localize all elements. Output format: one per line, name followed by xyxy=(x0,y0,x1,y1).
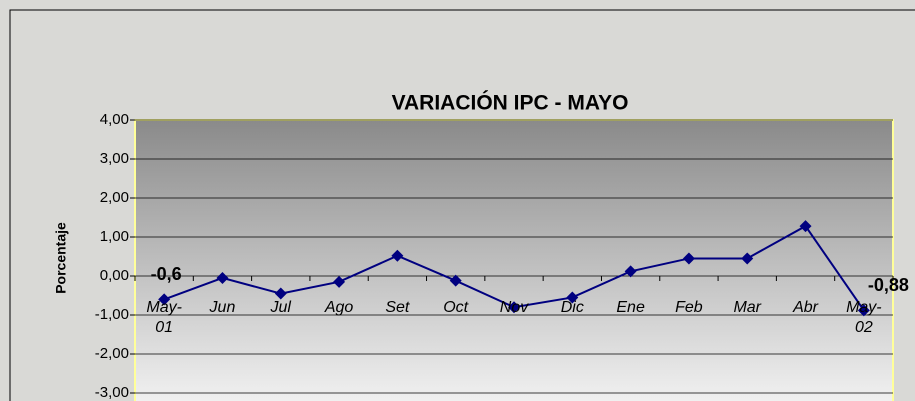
x-tick-label: Dic xyxy=(560,299,584,316)
chart-frame xyxy=(9,9,915,401)
x-tick-label: May- 01 xyxy=(146,299,182,336)
x-tick-label: Nov xyxy=(499,299,529,316)
x-tick-label: Mar xyxy=(733,299,761,316)
x-tick-label: Ago xyxy=(324,299,354,316)
data-point xyxy=(333,275,346,288)
y-tick-label: 0,00 xyxy=(100,267,129,284)
data-point xyxy=(391,249,404,262)
x-tick-label: Ene xyxy=(616,299,645,316)
x-tick-label: Abr xyxy=(793,299,818,316)
x-tick-label: Feb xyxy=(675,299,703,316)
x-tick-label: Jul xyxy=(270,299,291,316)
y-axis-label: Porcentaje xyxy=(53,222,69,294)
data-label: -0,88 xyxy=(868,275,909,295)
y-tick-label: 2,00 xyxy=(100,189,129,206)
x-tick-label: Set xyxy=(385,299,410,316)
y-tick-label: -3,00 xyxy=(95,384,129,401)
data-point xyxy=(274,287,287,300)
data-point xyxy=(216,271,229,284)
chart-title: VARIACIÓN IPC - MAYO xyxy=(392,91,629,115)
data-point xyxy=(158,293,171,306)
plot-area xyxy=(134,119,894,401)
x-tick-label: May- 02 xyxy=(846,299,882,336)
data-point xyxy=(857,304,870,317)
y-tick-label: 1,00 xyxy=(100,228,129,245)
data-point xyxy=(624,265,637,278)
data-point xyxy=(508,301,520,314)
y-tick-label: 4,00 xyxy=(100,111,129,128)
y-tick-label: -1,00 xyxy=(95,306,129,323)
data-point xyxy=(449,274,462,287)
data-point xyxy=(566,291,579,304)
data-point xyxy=(741,252,754,265)
y-tick-label: -2,00 xyxy=(95,345,129,362)
x-tick-label: Jun xyxy=(209,299,236,316)
data-label: -0,6 xyxy=(151,264,182,284)
x-tick-label: Oct xyxy=(443,299,469,316)
data-point xyxy=(799,220,812,233)
y-tick-label: 3,00 xyxy=(100,150,129,167)
data-point xyxy=(682,252,695,265)
